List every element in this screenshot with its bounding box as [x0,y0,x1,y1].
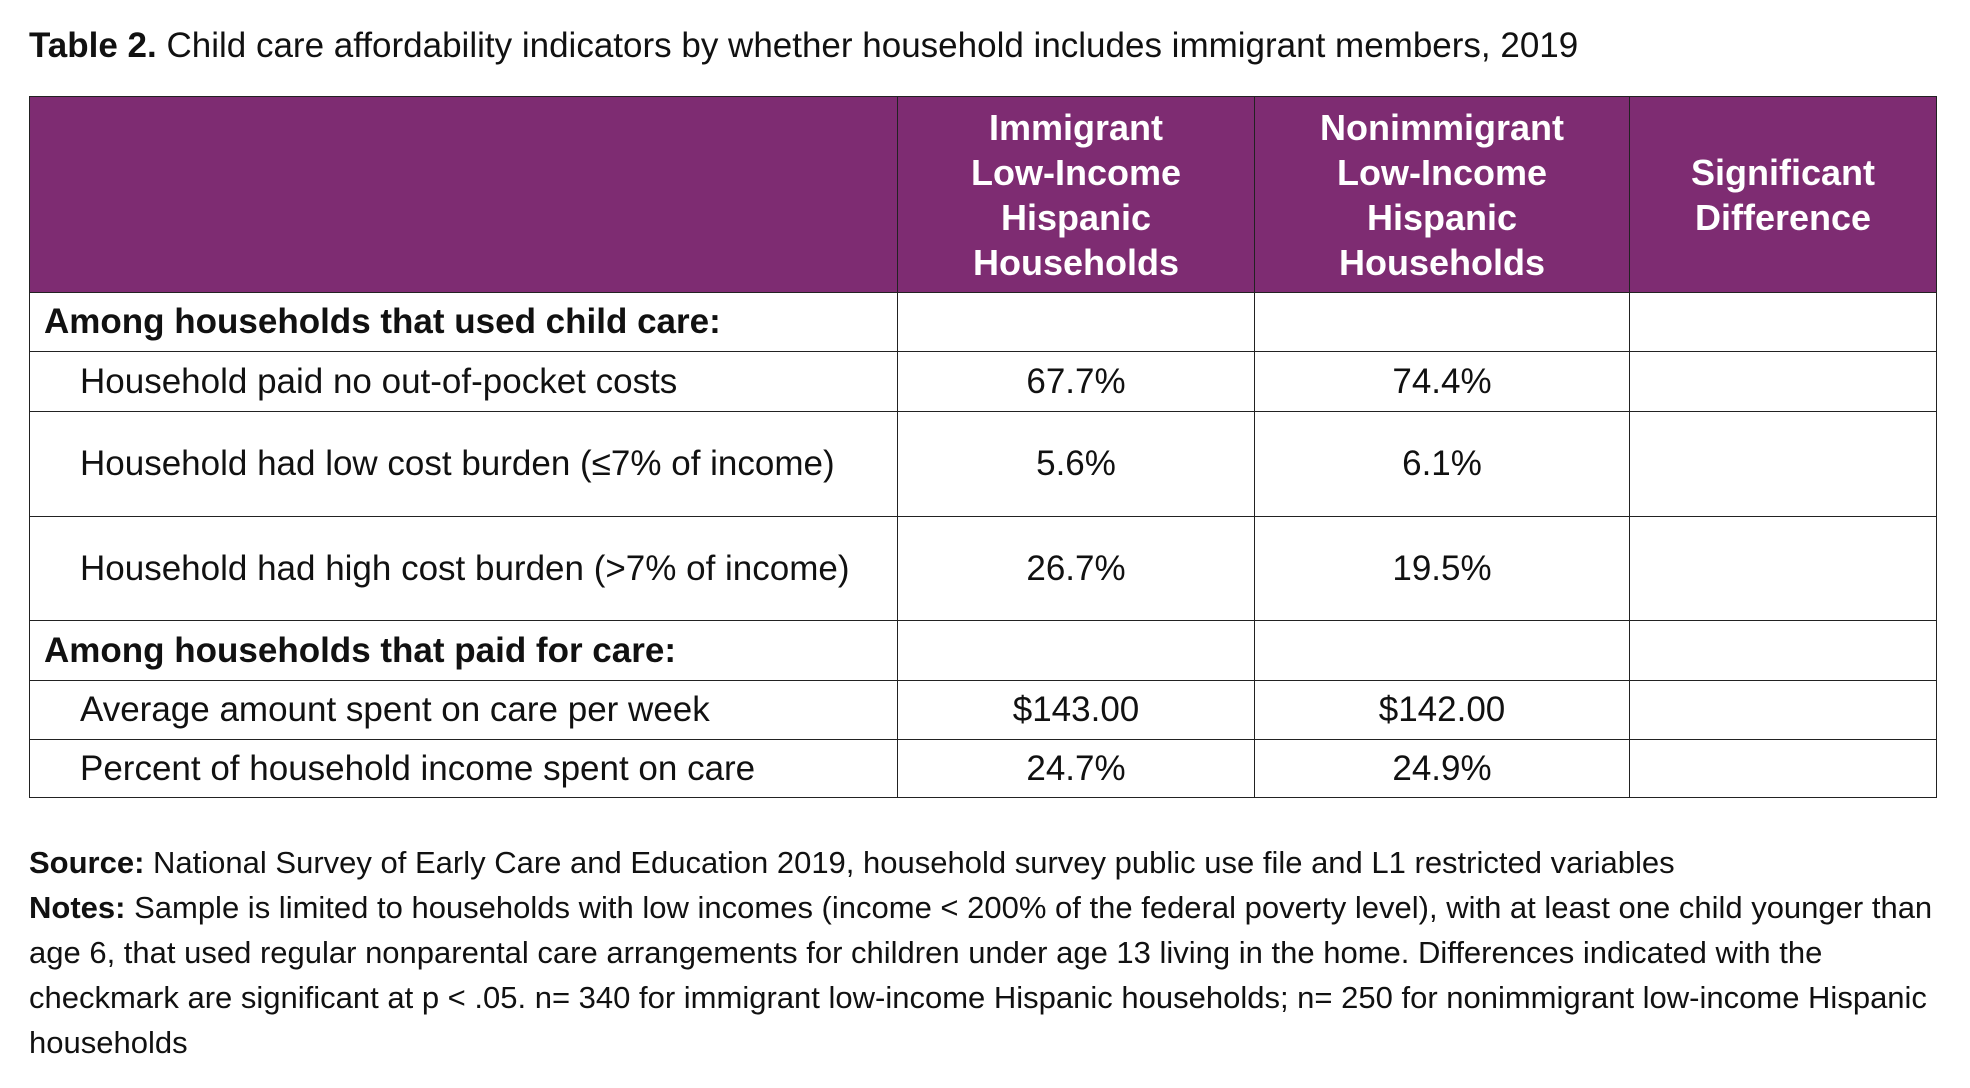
header-line: Hispanic [1000,196,1152,238]
value-cell: 67.7% [897,351,1255,412]
row-label: Household had high cost burden (>7% of i… [29,516,898,621]
table-title: Table 2. Child care affordability indica… [29,26,1949,66]
source: Source: National Survey of Early Care an… [29,840,1939,885]
data-row: Percent of household income spent on car… [29,739,1937,798]
cell [897,620,1255,681]
value-cell: 24.7% [897,739,1255,798]
source-label: Source: [29,845,145,880]
row-label: Average amount spent on care per week [29,680,898,740]
section-row: Among households that used child care: [29,292,1937,352]
cell [897,292,1255,352]
cell [1629,351,1937,412]
header-line: Low-Income [970,151,1181,193]
cell [1629,680,1937,740]
value-cell: 19.5% [1254,516,1630,621]
header-line: Households [972,241,1179,283]
value-cell: 26.7% [897,516,1255,621]
header-cell: Significant Difference [1629,96,1937,293]
source-text: National Survey of Early Care and Educat… [153,845,1675,880]
header-cell [29,96,898,293]
header-line: Hispanic [1366,196,1518,238]
title-label: Table 2. [29,26,157,65]
section-heading: Among households that used child care: [29,292,898,352]
value-cell: $142.00 [1254,680,1630,740]
header-line: Immigrant [988,106,1164,148]
header-line: Significant [1690,151,1875,193]
data-row: Household had high cost burden (>7% of i… [29,516,1937,621]
row-label: Household had low cost burden (≤7% of in… [29,411,898,517]
cell [1629,292,1937,352]
header-line: Low-Income [1336,151,1547,193]
cell [1629,411,1937,517]
notes-label: Notes: [29,890,126,925]
section-heading: Among households that paid for care: [29,620,898,681]
header-row: Immigrant Low-Income Hispanic Households Non… [29,96,1937,293]
value-cell: 24.9% [1254,739,1630,798]
header-line: Difference [1694,196,1872,238]
cell [1629,516,1937,621]
data-row: Household paid no out-of-pocket costs 67.… [29,351,1937,412]
table: Immigrant Low-Income Hispanic Households Non… [29,96,1937,798]
data-row: Average amount spent on care per week $14… [29,680,1937,740]
row-label: Percent of household income spent on car… [29,739,898,798]
cell [1254,292,1630,352]
notes: Notes: Sample is limited to households w… [29,885,1939,1065]
cell [1629,620,1937,681]
header-line: Nonimmigrant [1319,106,1564,148]
value-cell: 5.6% [897,411,1255,517]
cell [1629,739,1937,798]
header-cell: Nonimmigrant Low-Income Hispanic Households [1254,96,1630,293]
cell [1254,620,1630,681]
value-cell: $143.00 [897,680,1255,740]
title-text: Child care affordability indicators by w… [166,26,1579,65]
value-cell: 6.1% [1254,411,1630,517]
section-row: Among households that paid for care: [29,620,1937,681]
data-row: Household had low cost burden (≤7% of in… [29,411,1937,517]
notes-text: Sample is limited to households with low… [29,890,1933,1060]
header-line: Households [1338,241,1545,283]
footnotes: Source: National Survey of Early Care an… [29,840,1939,1065]
header-cell: Immigrant Low-Income Hispanic Households [897,96,1255,293]
value-cell: 74.4% [1254,351,1630,412]
row-label: Household paid no out-of-pocket costs [29,351,898,412]
